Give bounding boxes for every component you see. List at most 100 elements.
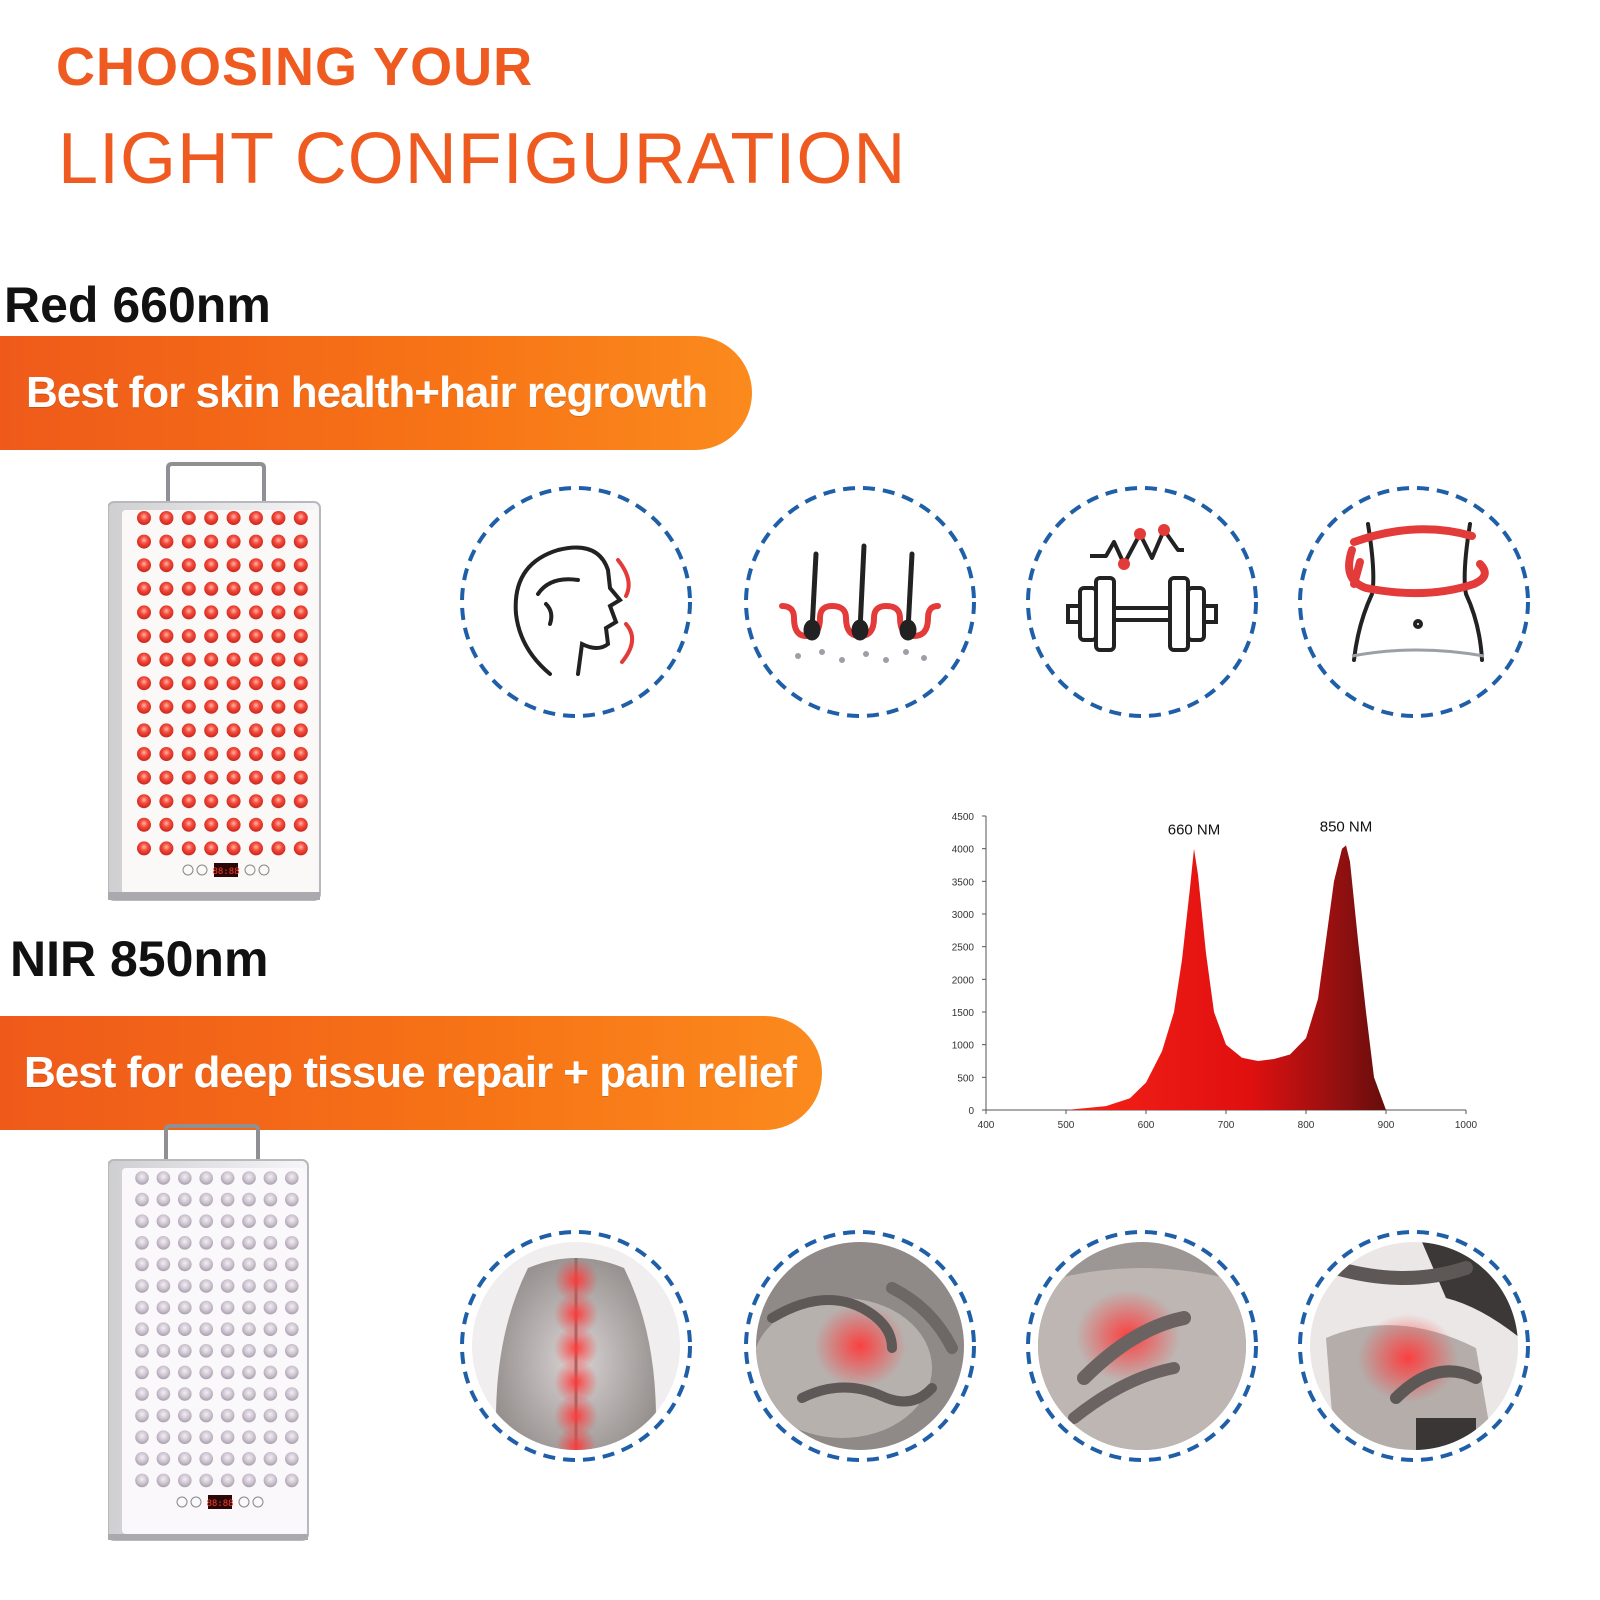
led [204,511,219,525]
red-benefit-banner: Best for skin health+hair regrowth [0,336,752,450]
y-tick-label: 1500 [952,1008,975,1019]
led [178,1279,192,1293]
dumbbell-fitness-icon [1026,486,1258,718]
led [249,534,263,549]
led [137,770,151,785]
nir-850-label: NIR 850nm [10,931,269,987]
led [178,1257,192,1272]
led [199,1192,213,1207]
led [271,605,286,620]
led [156,1387,171,1401]
led [159,511,174,525]
led [285,1257,299,1272]
led [249,723,263,738]
led [159,817,174,832]
led [242,1452,256,1466]
led [199,1365,213,1380]
spectrum-chart: 0 500 1000 1500 2000 2500 3000 3500 4000 4500 400 5… [952,812,1478,1131]
led [285,1279,299,1293]
face-skin-icon [460,486,692,718]
knee-pain-photo [744,1230,976,1462]
led [263,1387,278,1401]
led [137,841,151,856]
led [156,1473,171,1488]
led [249,817,263,832]
led [271,723,286,738]
led [271,581,286,596]
y-tick-label: 2500 [952,943,975,954]
led [199,1300,213,1315]
led [135,1408,149,1423]
led [199,1430,213,1444]
led [199,1236,213,1250]
led [226,723,241,738]
led [226,534,241,549]
led [135,1257,149,1272]
led [199,1452,213,1466]
led [204,558,219,573]
led [293,534,308,549]
led [263,1365,278,1380]
led [159,723,174,738]
led [226,699,241,714]
led [242,1344,256,1358]
led [220,1408,235,1423]
y-tick-label: 2000 [952,975,975,986]
x-tick-label: 500 [1058,1120,1075,1131]
nir-benefit-banner: Best for deep tissue repair + pain relie… [0,1016,822,1130]
led [285,1365,299,1380]
led [242,1214,256,1228]
led [271,794,286,809]
led [137,581,151,596]
led [135,1322,149,1336]
led [220,1365,235,1380]
led [199,1257,213,1272]
led [135,1430,149,1444]
led [249,770,263,785]
led [263,1214,278,1228]
nir-light-panel: 88:88 [108,1124,309,1541]
led [159,676,174,691]
led [159,652,174,667]
led [159,770,174,785]
led [285,1322,299,1336]
led [137,652,151,667]
led [178,1365,192,1380]
led [285,1192,299,1207]
spectrum-area [986,845,1466,1110]
led [249,676,263,691]
red-panel-display: 88:88 [212,867,239,877]
led [220,1192,235,1207]
led [271,699,286,714]
nir-panel-controls: 88:88 [176,1495,264,1509]
led [242,1192,256,1207]
led [181,605,196,620]
led [226,629,241,643]
led [137,723,151,738]
led [159,747,174,761]
nir-benefit-text: Best for deep tissue repair + pain relie… [24,1048,797,1097]
led [220,1452,235,1466]
y-tick-label: 4000 [952,845,975,856]
red-benefit-text: Best for skin health+hair regrowth [26,368,708,417]
led [293,841,308,856]
led [137,794,151,809]
led [226,794,241,809]
led [159,629,174,643]
led [137,605,151,620]
led [263,1192,278,1207]
led [178,1192,192,1207]
led [293,676,308,691]
led [181,794,196,809]
led [156,1300,171,1315]
led [271,817,286,832]
spine-back-pain-photo [460,1230,692,1462]
red-660-label: Red 660nm [4,277,271,333]
led [263,1473,278,1488]
led [156,1408,171,1423]
red-led-grid [137,511,308,856]
led [263,1279,278,1293]
x-tick-label: 1000 [1455,1120,1478,1131]
led [135,1214,149,1228]
led [135,1279,149,1293]
